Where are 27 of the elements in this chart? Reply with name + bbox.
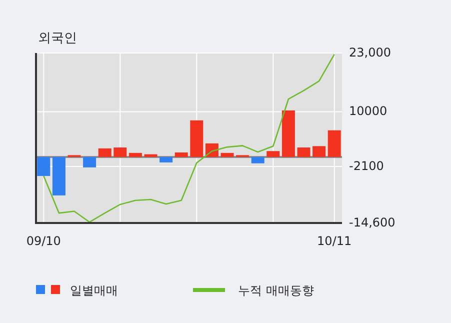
bar [297, 147, 310, 157]
bar [52, 156, 66, 196]
y-tick-label: -14,600 [349, 215, 396, 230]
y-tick-label: -2100 [349, 158, 384, 173]
bar [174, 152, 188, 157]
bar [312, 146, 326, 157]
legend-label: 일별매매 [70, 283, 118, 298]
bar [190, 120, 204, 157]
y-tick-label: 23,000 [349, 45, 391, 60]
legend-label: 누적 매매동향 [238, 283, 314, 298]
x-tick-label: 09/10 [26, 234, 61, 248]
bar [128, 152, 142, 157]
bar [282, 110, 295, 157]
bar [144, 154, 158, 157]
chart-title: 외국인 [38, 31, 77, 46]
x-tick-label: 10/11 [317, 234, 352, 248]
y-tick-label: 10000 [349, 104, 388, 118]
bar [266, 151, 280, 157]
bar [98, 148, 112, 157]
line-series [43, 54, 335, 223]
bar [83, 156, 96, 168]
bar [160, 156, 173, 162]
bar [328, 130, 341, 157]
bar [251, 156, 264, 164]
bar [37, 156, 50, 176]
bar [114, 147, 127, 157]
bar [220, 152, 234, 157]
